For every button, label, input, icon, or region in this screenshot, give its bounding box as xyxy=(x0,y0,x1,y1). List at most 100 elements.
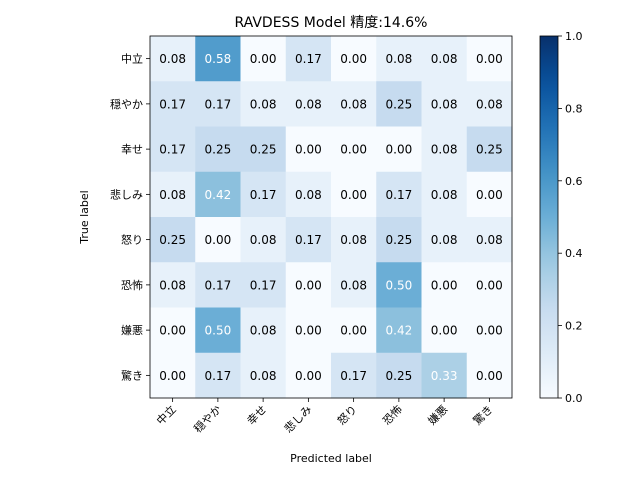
cell-value-label: 0.17 xyxy=(205,369,232,383)
heatmap-cell xyxy=(285,36,332,82)
x-tick-label: 怒り xyxy=(334,402,359,427)
cell-value-label: 0.00 xyxy=(476,188,503,202)
cell-value-label: 0.08 xyxy=(295,97,322,111)
heatmap-cell xyxy=(421,262,468,308)
cell-value-label: 0.17 xyxy=(159,143,186,157)
cell-value-label: 0.00 xyxy=(250,52,277,66)
heatmap-cell xyxy=(331,307,377,354)
cell-value-label: 0.25 xyxy=(386,97,413,111)
heatmap-cell xyxy=(285,352,332,399)
cell-value-label: 0.50 xyxy=(386,278,413,292)
heatmap-cell xyxy=(150,262,196,308)
y-tick-label: 幸せ xyxy=(121,143,143,156)
cell-value-label: 0.17 xyxy=(159,97,186,111)
heatmap-cell xyxy=(421,36,468,82)
heatmap-cell xyxy=(150,171,196,218)
heatmap-cell xyxy=(466,126,513,173)
heatmap-cell xyxy=(240,307,287,354)
heatmap-cell xyxy=(376,217,422,263)
heatmap-cell xyxy=(331,352,377,399)
heatmap-cell xyxy=(285,126,332,173)
heatmap-cell xyxy=(376,307,422,354)
cell-value-label: 0.17 xyxy=(205,278,232,292)
cell-value-label: 0.08 xyxy=(340,278,367,292)
y-tick-label: 中立 xyxy=(121,52,143,66)
cell-value-label: 0.08 xyxy=(431,52,458,66)
cell-value-label: 0.08 xyxy=(340,233,367,247)
heatmap-cell xyxy=(285,217,332,263)
colorbar xyxy=(539,35,559,399)
cell-value-label: 0.00 xyxy=(340,143,367,157)
heatmap-cell xyxy=(150,126,196,173)
cell-value-label: 0.25 xyxy=(386,369,413,383)
heatmap-cell xyxy=(240,352,287,399)
heatmap-cell xyxy=(376,81,422,127)
cell-value-label: 0.08 xyxy=(476,233,503,247)
y-tick-label: 恐怖 xyxy=(121,278,143,292)
cell-value-label: 0.00 xyxy=(476,324,503,338)
heatmap-cell xyxy=(240,36,287,82)
x-tick-label: 穏やか xyxy=(191,403,224,436)
heatmap-cell xyxy=(466,217,513,263)
heatmap-cell xyxy=(466,352,513,399)
chart-title: RAVDESS Model 精度:14.6% xyxy=(235,15,428,31)
x-tick-label: 恐怖 xyxy=(380,402,405,427)
cell-value-label: 0.08 xyxy=(386,52,413,66)
heatmap-cells xyxy=(150,36,513,399)
cell-value-label: 0.08 xyxy=(431,188,458,202)
heatmap-cell xyxy=(466,81,513,127)
colorbar-tick-label: 0.2 xyxy=(565,320,583,333)
heatmap-cell xyxy=(421,307,468,354)
heatmap-cell xyxy=(240,262,287,308)
cell-value-label: 0.58 xyxy=(205,52,232,66)
heatmap-cell xyxy=(150,352,196,399)
cell-value-label: 0.00 xyxy=(476,52,503,66)
heatmap-cell xyxy=(331,262,377,308)
heatmap-cell xyxy=(285,81,332,127)
cell-value-label: 0.00 xyxy=(295,369,322,383)
cell-value-label: 0.00 xyxy=(386,143,413,157)
cell-value-label: 0.17 xyxy=(295,233,322,247)
cell-value-label: 0.25 xyxy=(386,233,413,247)
cell-value-label: 0.25 xyxy=(476,143,503,157)
heatmap-cell xyxy=(421,81,468,127)
heatmap-cell xyxy=(466,262,513,308)
heatmap-cell xyxy=(240,81,287,127)
cell-value-label: 0.08 xyxy=(340,97,367,111)
heatmap-cell xyxy=(376,171,422,218)
heatmap-cell xyxy=(195,262,241,308)
cell-value-label: 0.08 xyxy=(431,233,458,247)
heatmap-cell xyxy=(376,36,422,82)
heatmap-cell xyxy=(285,171,332,218)
cell-value-label: 0.00 xyxy=(205,233,232,247)
heatmap-cell xyxy=(376,352,422,399)
cell-value-label: 0.17 xyxy=(295,52,322,66)
colorbar-tick-label: 0.8 xyxy=(565,102,583,115)
heatmap-cell xyxy=(466,307,513,354)
cell-value-label: 0.17 xyxy=(386,188,413,202)
heatmap-cell xyxy=(150,307,196,354)
cell-value-label: 0.00 xyxy=(340,188,367,202)
heatmap-cell xyxy=(466,36,513,82)
colorbar-tick-label: 0.0 xyxy=(565,392,583,405)
cell-value-label: 0.42 xyxy=(205,188,232,202)
heatmap-cell xyxy=(466,171,513,218)
colorbar-tick-label: 0.6 xyxy=(565,175,583,188)
heatmap-cell xyxy=(150,36,196,82)
cell-value-label: 0.00 xyxy=(159,369,186,383)
cell-value-label: 0.25 xyxy=(159,233,186,247)
heatmap-cell-labels: 0.08 0.58 0.00 0.17 0.00 0.08 0.08 0.00 0.17 0.17… xyxy=(159,52,502,383)
colorbar-tick-label: 1.0 xyxy=(565,30,583,43)
colorbar-ticks: 0.0 0.2 0.4 0.6 0.8 1.0 xyxy=(558,30,583,405)
heatmap-cell xyxy=(195,307,241,354)
heatmap-cell xyxy=(376,262,422,308)
cell-value-label: 0.17 xyxy=(205,97,232,111)
cell-value-label: 0.00 xyxy=(295,324,322,338)
cell-value-label: 0.08 xyxy=(476,97,503,111)
cell-value-label: 0.00 xyxy=(476,369,503,383)
heatmap-cell xyxy=(240,126,287,173)
heatmap-cell xyxy=(240,171,287,218)
heatmap-cell xyxy=(376,126,422,173)
x-axis-label: Predicted label xyxy=(290,452,372,465)
